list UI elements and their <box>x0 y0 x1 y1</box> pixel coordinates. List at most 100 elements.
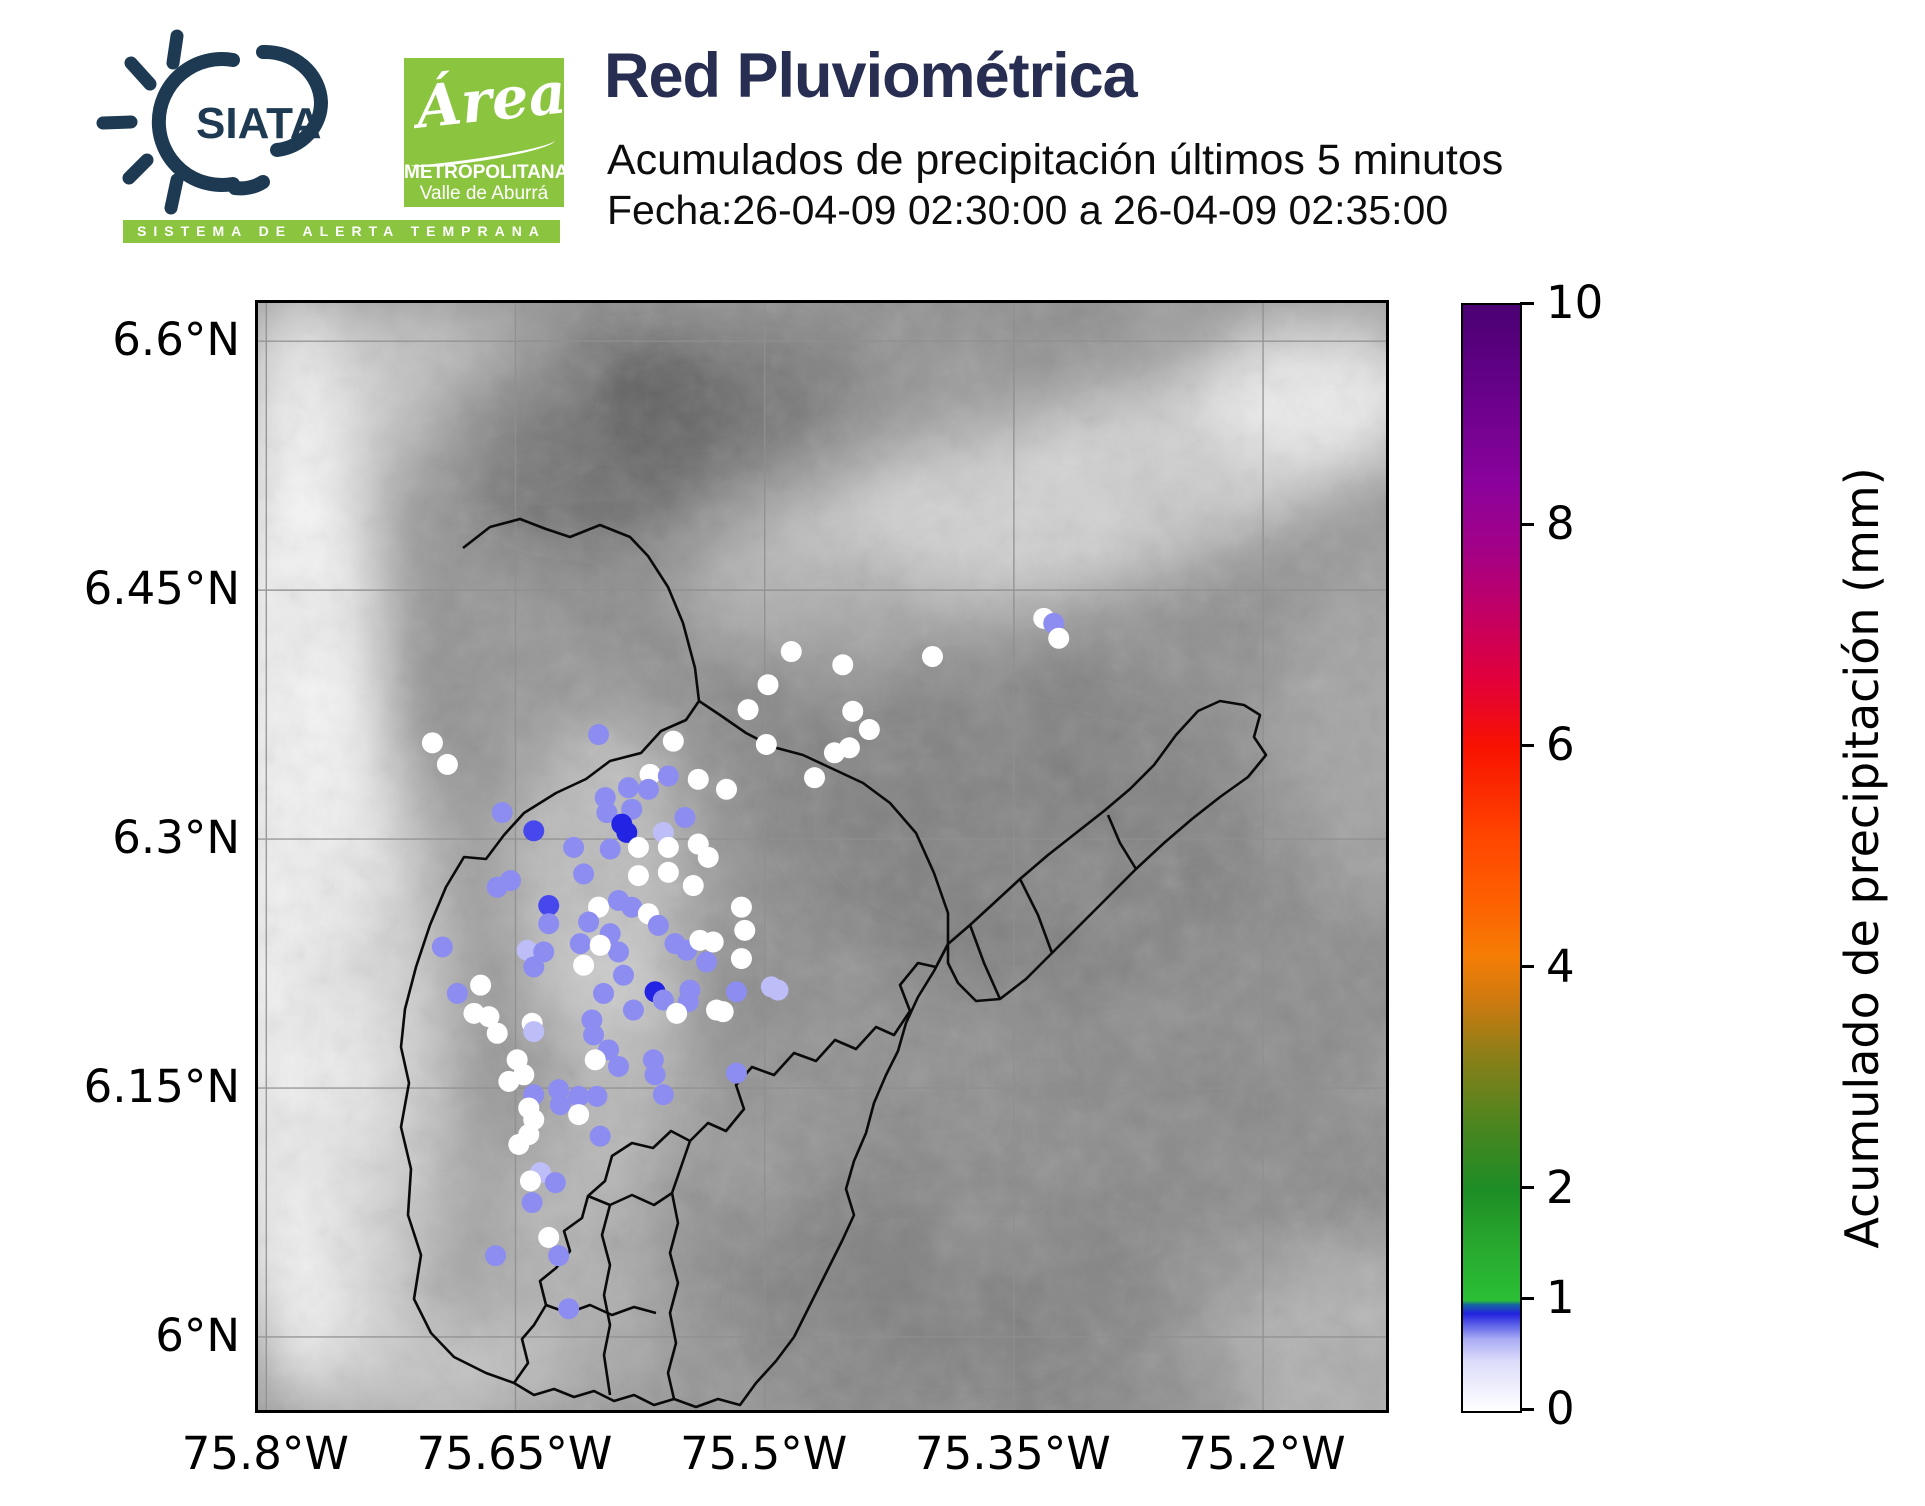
rain-gauge-dot <box>584 1049 606 1071</box>
rain-gauge-dot <box>586 1085 608 1107</box>
rain-gauge-dot <box>578 911 600 933</box>
colorbar-tick <box>1520 301 1534 305</box>
rain-gauge-dot <box>523 1021 545 1043</box>
siata-sun-rays <box>96 29 184 215</box>
rain-gauge-dot <box>657 765 679 787</box>
x-tick-label: 75.5°W <box>680 1427 848 1480</box>
colorbar-tick <box>1520 743 1534 747</box>
rain-gauge-dot <box>588 896 610 918</box>
rain-gauge-dot <box>621 896 643 918</box>
y-tick-label: 6.45°N <box>83 562 240 616</box>
rain-gauge-dot <box>627 865 649 887</box>
rain-gauge-dot <box>696 951 718 973</box>
x-tick-label: 75.35°W <box>914 1427 1111 1480</box>
rain-gauge-dot <box>538 894 560 916</box>
colorbar-tick <box>1520 965 1534 969</box>
rain-gauge-dot <box>538 913 560 935</box>
area-logo-script: Área <box>412 58 564 142</box>
rain-gauge-dot <box>533 941 555 963</box>
rain-gauge-dot <box>662 730 684 752</box>
rain-gauge-dot <box>712 1001 734 1023</box>
rain-gauge-dot <box>470 974 492 996</box>
rain-gauge-dot <box>627 836 649 858</box>
rain-gauge-dot <box>599 838 621 860</box>
colorbar-axis-label: Acumulado de precipitación (mm) <box>1835 467 1889 1249</box>
colorbar-tick-label: 8 <box>1546 497 1575 551</box>
rain-gauge-dot <box>589 934 611 956</box>
rain-gauge-dot <box>431 936 453 958</box>
rain-gauge-dot <box>637 778 659 800</box>
rain-gauge-dot <box>621 798 643 820</box>
x-tick-label: 75.8°W <box>181 1427 349 1480</box>
rain-gauge-dot <box>730 896 752 918</box>
rain-gauge-dot <box>780 641 802 663</box>
rain-gauge-dot <box>730 948 752 970</box>
siata-cloud-icon <box>151 44 329 196</box>
colorbar-tick-label: 2 <box>1546 1160 1575 1214</box>
rain-gauge-dot <box>657 861 679 883</box>
area-metropolitana-logo: Área METROPOLITANA Valle de Aburrá <box>404 58 564 207</box>
rain-gauge-dot <box>573 954 595 976</box>
rain-gauge-dot <box>446 982 468 1004</box>
y-tick-label: 6.15°N <box>83 1060 240 1114</box>
rain-gauge-dot <box>838 737 860 759</box>
colorbar-tick <box>1520 1296 1534 1300</box>
page-title: Red Pluviométrica <box>604 41 1138 111</box>
y-tick-label: 6°N <box>155 1308 240 1362</box>
map-canvas <box>258 303 1386 1410</box>
rain-gauge-dot <box>757 674 779 696</box>
rain-gauge-dot <box>734 919 756 941</box>
rain-gauge-dot <box>725 1062 747 1084</box>
rain-gauge-dot <box>491 802 513 824</box>
colorbar-tick-label: 1 <box>1546 1271 1575 1325</box>
rain-gauge-dot <box>485 1245 507 1267</box>
rain-gauge-dot <box>674 806 696 828</box>
rain-gauge-dot <box>755 733 777 755</box>
rain-gauge-dot <box>644 1064 666 1086</box>
sistema-alerta-temprana-banner: SISTEMA DE ALERTA TEMPRANA <box>123 220 560 243</box>
rain-gauge-dot <box>725 981 747 1003</box>
rain-gauge-dot <box>622 999 644 1021</box>
rain-gauge-dot <box>652 1084 674 1106</box>
rain-gauge-dot <box>652 989 674 1011</box>
rain-gauge-dot <box>544 1172 566 1194</box>
colorbar <box>1461 303 1522 1413</box>
colorbar-tick <box>1520 522 1534 526</box>
rain-gauge-dot <box>508 1133 530 1155</box>
rain-gauge-dot <box>523 956 545 978</box>
graticule <box>258 303 1386 1410</box>
colorbar-tick-label: 4 <box>1546 939 1575 993</box>
rain-gauge-dot <box>647 914 669 936</box>
rain-gauge-dot <box>521 1192 543 1214</box>
rain-gauge-dot <box>568 1085 590 1107</box>
page-subtitle: Acumulados de precipitación últimos 5 mi… <box>607 136 1504 184</box>
rain-gauge-dot <box>538 1226 560 1248</box>
rain-gauge-dot <box>573 863 595 885</box>
rain-gauge-dot <box>858 719 880 741</box>
rain-gauge-dot <box>589 1125 611 1147</box>
rain-gauge-points <box>421 607 1070 1320</box>
rain-gauge-dot <box>421 732 443 754</box>
rain-gauge-dot <box>616 821 638 843</box>
rain-gauge-dot <box>588 724 610 746</box>
municipality-boundaries <box>399 517 1268 1409</box>
area-logo-line1: METROPOLITANA <box>404 162 564 183</box>
rain-gauge-dot <box>558 1298 580 1320</box>
rain-gauge-dot <box>737 699 759 721</box>
rain-gauge-dot <box>767 979 789 1001</box>
colorbar-tick <box>1520 1186 1534 1190</box>
rain-gauge-dot <box>593 982 615 1004</box>
rain-gauge-dot <box>702 931 724 953</box>
y-tick-label: 6.3°N <box>112 811 240 865</box>
rain-gauge-dot <box>500 870 522 892</box>
terrain-noise-fine <box>258 303 1386 1410</box>
rain-gauge-dot <box>1048 627 1070 649</box>
rain-gauge-dot <box>519 1170 541 1192</box>
rain-gauge-dot <box>842 700 864 722</box>
rain-gauge-dot <box>607 1055 629 1077</box>
rain-gauge-dot <box>697 846 719 868</box>
rain-gauge-dot <box>563 836 585 858</box>
rain-gauge-dot <box>583 1024 605 1046</box>
precipitation-map <box>255 300 1389 1413</box>
